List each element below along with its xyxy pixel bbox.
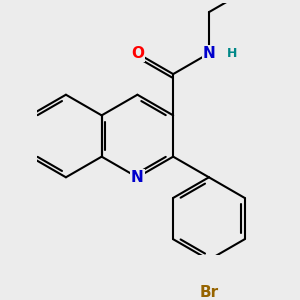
Text: N: N: [131, 170, 144, 185]
Text: N: N: [202, 46, 215, 61]
Text: O: O: [131, 46, 144, 61]
Text: Br: Br: [200, 285, 218, 300]
Text: H: H: [226, 47, 237, 60]
